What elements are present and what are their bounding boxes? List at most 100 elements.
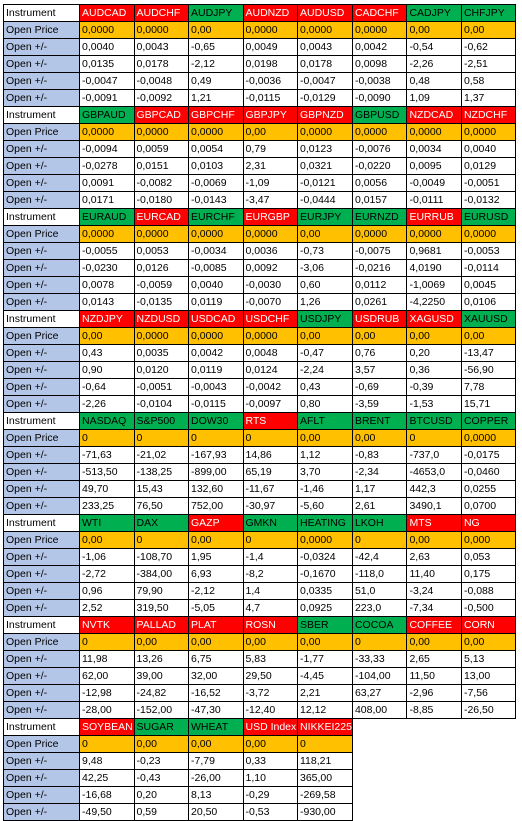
open-delta-cell[interactable]: 76,50 [133,497,189,515]
open-delta-cell[interactable]: -8,85 [406,701,462,719]
open-delta-cell[interactable]: 49,70 [79,480,135,498]
open-delta-cell[interactable]: -28,00 [79,701,135,719]
instrument-name-cell[interactable]: COCOA [351,616,408,634]
open-delta-cell[interactable]: -899,00 [188,463,244,481]
open-price-cell[interactable]: 0 [133,531,189,549]
open-delta-cell[interactable]: -2,12 [188,582,244,600]
open-delta-cell[interactable]: 0,0178 [133,55,189,73]
open-delta-cell[interactable]: -0,65 [188,38,244,56]
open-delta-cell[interactable]: 0,0321 [297,157,353,175]
open-delta-cell[interactable]: -0,0175 [460,446,517,464]
open-delta-cell[interactable]: -0,0090 [351,89,408,107]
open-price-cell[interactable]: 0 [242,429,298,447]
open-delta-cell[interactable]: -0,0038 [351,72,408,90]
open-delta-cell[interactable]: -0,1670 [297,565,353,583]
instrument-name-cell[interactable]: EURGBP [242,208,298,226]
open-delta-cell[interactable]: 0,90 [79,361,135,379]
instrument-name-cell[interactable]: NG [460,514,517,532]
instrument-name-cell[interactable]: GBPJPY [242,106,298,124]
instrument-name-cell[interactable]: NIKKEI225 [297,718,353,736]
open-delta-cell[interactable]: 1,21 [188,89,244,107]
open-delta-cell[interactable]: 1,17 [351,480,408,498]
open-delta-cell[interactable]: -21,02 [133,446,189,464]
open-price-cell[interactable]: 0,0000 [79,225,135,243]
open-delta-cell[interactable]: -0,62 [460,38,517,56]
instrument-name-cell[interactable]: USD Index [242,718,298,736]
open-delta-cell[interactable]: 442,3 [406,480,462,498]
open-delta-cell[interactable]: 0,0126 [133,259,189,277]
open-price-cell[interactable]: 0,0000 [351,123,408,141]
instrument-name-cell[interactable]: XAUUSD [460,310,517,328]
open-delta-cell[interactable]: -56,90 [460,361,517,379]
open-delta-cell[interactable]: 1,10 [242,769,298,787]
open-delta-cell[interactable]: -5,05 [188,599,244,617]
open-delta-cell[interactable]: 0,0119 [188,293,244,311]
open-delta-cell[interactable]: -0,0034 [188,242,244,260]
open-price-cell[interactable]: 0 [242,531,298,549]
instrument-name-cell[interactable]: EURCAD [133,208,189,226]
instrument-name-cell[interactable]: EURJPY [297,208,353,226]
open-delta-cell[interactable]: 2,61 [351,497,408,515]
open-delta-cell[interactable]: -0,0048 [133,72,189,90]
open-delta-cell[interactable]: 0,0129 [460,157,517,175]
open-delta-cell[interactable]: 0,0112 [351,276,408,294]
instrument-name-cell[interactable]: AUDJPY [188,4,244,22]
open-delta-cell[interactable]: 0,60 [297,276,353,294]
open-delta-cell[interactable]: -3,59 [351,395,408,413]
open-delta-cell[interactable]: -0,500 [460,599,517,617]
open-delta-cell[interactable]: -0,0091 [79,89,135,107]
open-delta-cell[interactable]: 0,0095 [406,157,462,175]
open-delta-cell[interactable]: 2,52 [79,599,135,617]
instrument-name-cell[interactable]: DOW30 [188,412,244,430]
open-delta-cell[interactable]: -0,0135 [133,293,189,311]
open-delta-cell[interactable]: -2,26 [406,55,462,73]
open-delta-cell[interactable]: 2,65 [406,650,462,668]
open-delta-cell[interactable]: 0,0335 [297,582,353,600]
open-delta-cell[interactable]: -0,0053 [460,242,517,260]
open-delta-cell[interactable]: -2,26 [79,395,135,413]
open-delta-cell[interactable]: -33,33 [351,650,408,668]
open-delta-cell[interactable]: -2,12 [188,55,244,73]
open-price-cell[interactable]: 0,0000 [242,327,298,345]
open-delta-cell[interactable]: -0,0216 [351,259,408,277]
open-delta-cell[interactable]: -12,98 [79,684,135,702]
open-delta-cell[interactable]: -0,39 [406,378,462,396]
open-delta-cell[interactable]: 3490,1 [406,497,462,515]
open-price-cell[interactable]: 0,00 [79,327,135,345]
open-delta-cell[interactable]: -0,0069 [188,174,244,192]
open-delta-cell[interactable]: -0,088 [460,582,517,600]
open-price-cell[interactable]: 0 [351,633,408,651]
open-delta-cell[interactable]: 0,20 [133,786,189,804]
open-delta-cell[interactable]: -0,0114 [460,259,517,277]
instrument-name-cell[interactable]: DAX [133,514,189,532]
open-delta-cell[interactable]: -3,47 [242,191,298,209]
instrument-name-cell[interactable]: MTS [406,514,462,532]
instrument-name-cell[interactable]: AFLT [297,412,353,430]
open-delta-cell[interactable]: -3,06 [297,259,353,277]
open-price-cell[interactable]: 0,0000 [242,21,298,39]
open-delta-cell[interactable]: 0,0198 [242,55,298,73]
open-delta-cell[interactable]: 2,63 [406,548,462,566]
open-delta-cell[interactable]: 0,0059 [133,140,189,158]
open-delta-cell[interactable]: 0,0925 [297,599,353,617]
open-delta-cell[interactable]: -0,54 [406,38,462,56]
instrument-name-cell[interactable]: CHFJPY [460,4,517,22]
open-delta-cell[interactable]: -930,00 [297,803,353,821]
open-delta-cell[interactable]: 0,0135 [79,55,135,73]
instrument-name-cell[interactable]: NVTK [79,616,135,634]
open-price-cell[interactable]: 0,0000 [188,225,244,243]
open-delta-cell[interactable]: -0,73 [297,242,353,260]
open-delta-cell[interactable]: -0,0094 [79,140,135,158]
instrument-name-cell[interactable]: CORN [460,616,517,634]
open-delta-cell[interactable]: 3,57 [351,361,408,379]
open-delta-cell[interactable]: -1,4 [242,548,298,566]
open-price-cell[interactable]: 0,00 [188,531,244,549]
open-delta-cell[interactable]: -0,0129 [297,89,353,107]
open-delta-cell[interactable]: -11,67 [242,480,298,498]
open-delta-cell[interactable]: -0,43 [133,769,189,787]
open-delta-cell[interactable]: -0,0324 [297,548,353,566]
open-delta-cell[interactable]: -0,0180 [133,191,189,209]
open-delta-cell[interactable]: 0,76 [351,344,408,362]
open-delta-cell[interactable]: 0,0143 [79,293,135,311]
open-delta-cell[interactable]: 1,4 [242,582,298,600]
